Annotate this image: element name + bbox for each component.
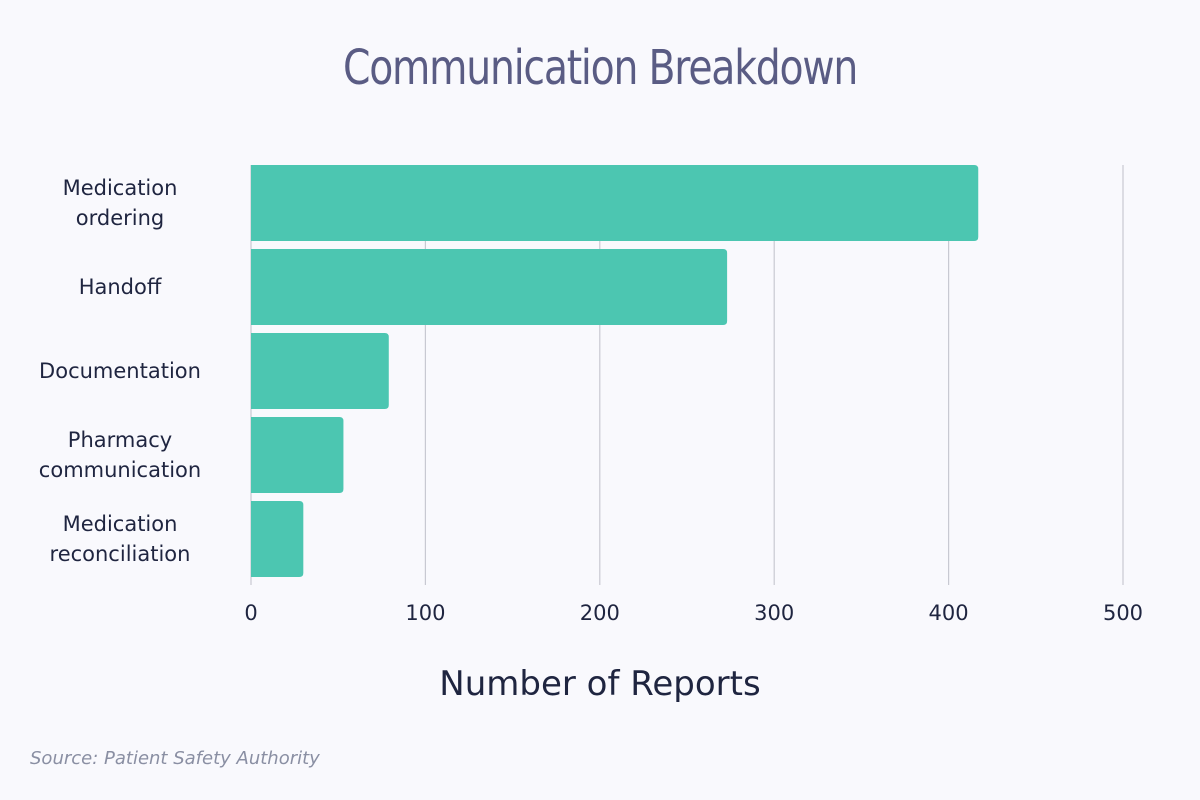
category-label: Documentation [39,359,201,383]
category-label-line: ordering [76,206,164,230]
x-axis-label: Number of Reports [439,664,761,704]
category-label-line: reconciliation [50,542,191,566]
chart-title: Communication Breakdown [342,40,858,96]
bar [251,417,344,493]
bar [251,501,304,577]
bar [251,165,979,241]
x-tick-label: 500 [1103,601,1143,625]
category-label-line: Medication [63,176,178,200]
category-label-line: Medication [63,512,178,536]
category-label-line: Pharmacy [68,428,172,452]
category-labels: Medication ordering Handoff Documentation Ph… [39,176,201,566]
x-tick-label: 200 [580,601,620,625]
category-label: Handoff [79,275,162,299]
x-tick-label: 100 [405,601,445,625]
bar [251,333,389,409]
x-tick-label: 0 [244,601,257,625]
category-label: Medication reconciliation [50,512,191,566]
bar [251,249,728,325]
x-tick-labels: 0 100 200 300 400 500 [244,601,1143,625]
x-tick-label: 400 [929,601,969,625]
x-tick-label: 300 [754,601,794,625]
category-label-line: Documentation [39,359,201,383]
category-label-line: Handoff [79,275,162,299]
bars [251,165,979,577]
source-note: Source: Patient Safety Authority [30,748,320,769]
category-label: Pharmacy communication [39,428,201,482]
category-label: Medication ordering [63,176,178,230]
category-label-line: communication [39,458,201,482]
